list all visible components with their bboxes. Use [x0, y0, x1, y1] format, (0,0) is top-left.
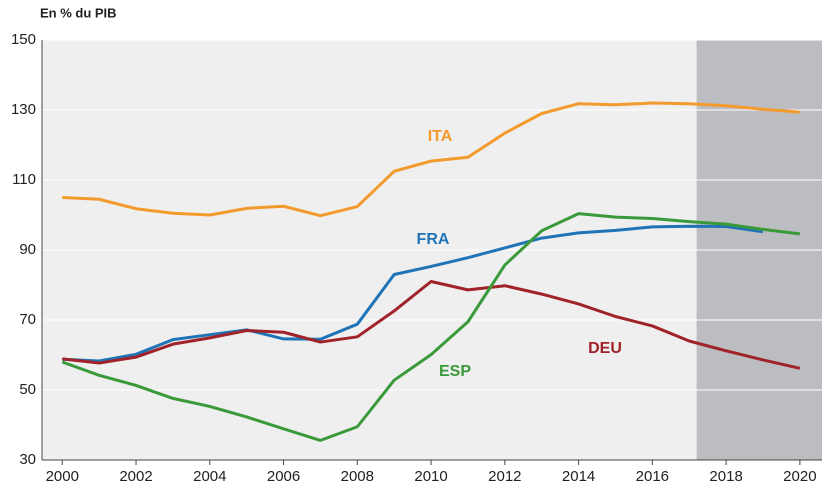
- y-tick-label: 150: [11, 31, 36, 48]
- series-line: [62, 280, 801, 370]
- series-line: [61, 212, 801, 442]
- series-label: ESP: [439, 363, 471, 380]
- y-tick-label: 70: [19, 311, 36, 328]
- x-tick-label: 2010: [414, 468, 447, 485]
- x-tick-label: 2020: [783, 468, 816, 485]
- x-tick-label: 2014: [562, 468, 595, 485]
- y-tick-label: 110: [12, 171, 36, 188]
- x-tick-label: 2016: [636, 468, 669, 485]
- y-tick-label: 50: [19, 381, 36, 398]
- x-tick-label: 2012: [488, 468, 521, 485]
- y-axis-label: En % du PIB: [40, 5, 117, 20]
- series-label: FRA: [417, 231, 450, 248]
- x-tick-label: 2004: [193, 468, 226, 485]
- y-tick-label: 90: [19, 241, 36, 258]
- x-tick-label: 2008: [341, 468, 374, 485]
- series-label: ITA: [428, 128, 453, 145]
- series-line: [62, 224, 764, 363]
- y-tick-label: 30: [19, 451, 36, 468]
- x-tick-label: 2002: [119, 468, 152, 485]
- x-tick-label: 2000: [46, 468, 79, 485]
- x-tick-label: 2006: [267, 468, 300, 485]
- series-label: DEU: [588, 340, 622, 357]
- series-line: [62, 101, 800, 218]
- y-tick-label: 130: [11, 101, 36, 118]
- x-tick-label: 2018: [709, 468, 742, 485]
